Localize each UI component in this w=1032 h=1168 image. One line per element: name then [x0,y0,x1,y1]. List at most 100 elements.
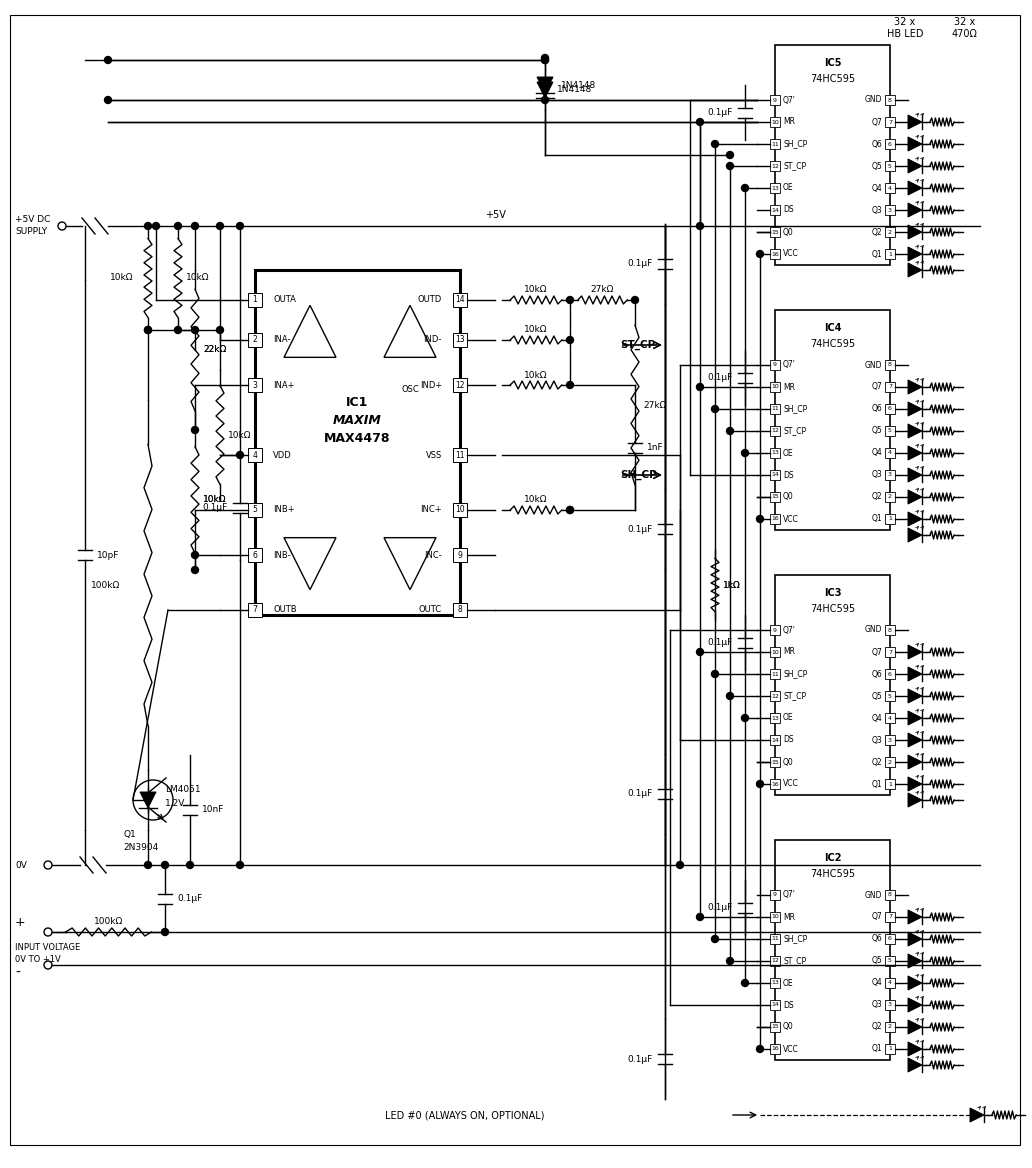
Bar [770,712,780,723]
Bar [453,378,467,392]
Circle shape [697,648,704,655]
Polygon shape [908,114,922,128]
Bar [248,603,262,617]
Text: 10: 10 [455,506,464,514]
Circle shape [174,327,182,334]
Bar [885,647,895,656]
Text: 12: 12 [771,429,779,433]
Bar [453,503,467,517]
Text: Q1: Q1 [871,514,882,523]
Text: 9: 9 [773,892,777,897]
Text: Q3: Q3 [871,471,882,480]
Text: 1kΩ: 1kΩ [723,580,741,590]
Polygon shape [908,667,922,681]
Polygon shape [908,159,922,173]
Polygon shape [908,645,922,659]
Text: 5: 5 [889,694,892,698]
Polygon shape [908,793,922,807]
Circle shape [742,715,748,722]
Circle shape [161,862,168,869]
Circle shape [144,222,152,229]
Text: 15: 15 [771,759,779,765]
Circle shape [567,382,574,389]
Text: INC+: INC+ [420,506,442,514]
Text: 2N3904: 2N3904 [123,842,158,851]
Text: Q7': Q7' [783,361,796,369]
Bar [770,625,780,635]
Text: IND+: IND+ [420,381,442,389]
Circle shape [697,383,704,390]
Text: Q6: Q6 [871,139,882,148]
Text: SH_CP: SH_CP [783,669,807,679]
Text: 2: 2 [253,335,257,345]
Text: Q4: Q4 [871,183,882,193]
Text: Q5: Q5 [871,426,882,436]
Text: 74HC595: 74HC595 [810,604,856,614]
Bar [770,382,780,392]
Polygon shape [908,424,922,438]
Text: 1: 1 [253,296,257,305]
Polygon shape [970,1108,983,1122]
Text: 2: 2 [888,229,892,235]
Text: 11: 11 [771,937,779,941]
Circle shape [542,56,548,63]
Text: 4: 4 [888,716,892,721]
Text: DS: DS [783,736,794,744]
Bar [885,470,895,480]
Circle shape [192,566,198,573]
Circle shape [144,327,152,334]
Bar [770,912,780,922]
Bar [770,161,780,171]
Circle shape [567,507,574,514]
Text: Q1: Q1 [871,1044,882,1054]
Circle shape [697,222,704,229]
Text: 74HC595: 74HC595 [810,339,856,349]
Text: 10: 10 [771,119,779,125]
Bar [885,206,895,215]
Text: 14: 14 [771,1002,779,1008]
Text: GND: GND [865,361,882,369]
Text: 0V TO +1V: 0V TO +1V [15,955,61,965]
Circle shape [161,929,168,936]
Text: 100kΩ: 100kΩ [94,918,123,926]
Text: Q6: Q6 [871,404,882,413]
Circle shape [756,1045,764,1052]
Circle shape [727,427,734,434]
Text: 0.1μF: 0.1μF [202,503,228,512]
Bar [770,1000,780,1010]
Text: 8: 8 [457,605,462,614]
Text: HB LED: HB LED [886,29,924,39]
Text: 0.1μF: 0.1μF [708,903,733,912]
Text: 8: 8 [889,362,892,368]
Polygon shape [908,1020,922,1034]
Bar [770,426,780,436]
Text: 5: 5 [889,429,892,433]
Bar [885,978,895,988]
Bar [248,333,262,347]
Bar [453,293,467,307]
Bar [885,249,895,259]
Text: 13: 13 [771,186,779,190]
Text: 12: 12 [771,694,779,698]
Bar [885,779,895,790]
Text: OUTB: OUTB [273,605,296,614]
Text: LED #0 (ALWAYS ON, OPTIONAL): LED #0 (ALWAYS ON, OPTIONAL) [385,1110,545,1120]
Text: 32 x: 32 x [895,18,915,27]
Text: VCC: VCC [783,779,799,788]
Text: GND: GND [865,890,882,899]
Text: Q7': Q7' [783,626,796,634]
Text: Q7: Q7 [871,118,882,126]
Text: 27kΩ: 27kΩ [590,285,614,294]
Polygon shape [140,792,156,808]
Bar [770,492,780,502]
Text: 9: 9 [457,550,462,559]
Text: 6: 6 [889,672,892,676]
Bar [885,1022,895,1033]
Bar [255,270,460,616]
Text: 0.1μF: 0.1μF [708,638,733,647]
Text: INPUT VOLTAGE: INPUT VOLTAGE [15,944,80,952]
Text: MR: MR [783,118,795,126]
Circle shape [711,405,718,412]
Circle shape [727,693,734,700]
Text: 10kΩ: 10kΩ [203,495,226,505]
